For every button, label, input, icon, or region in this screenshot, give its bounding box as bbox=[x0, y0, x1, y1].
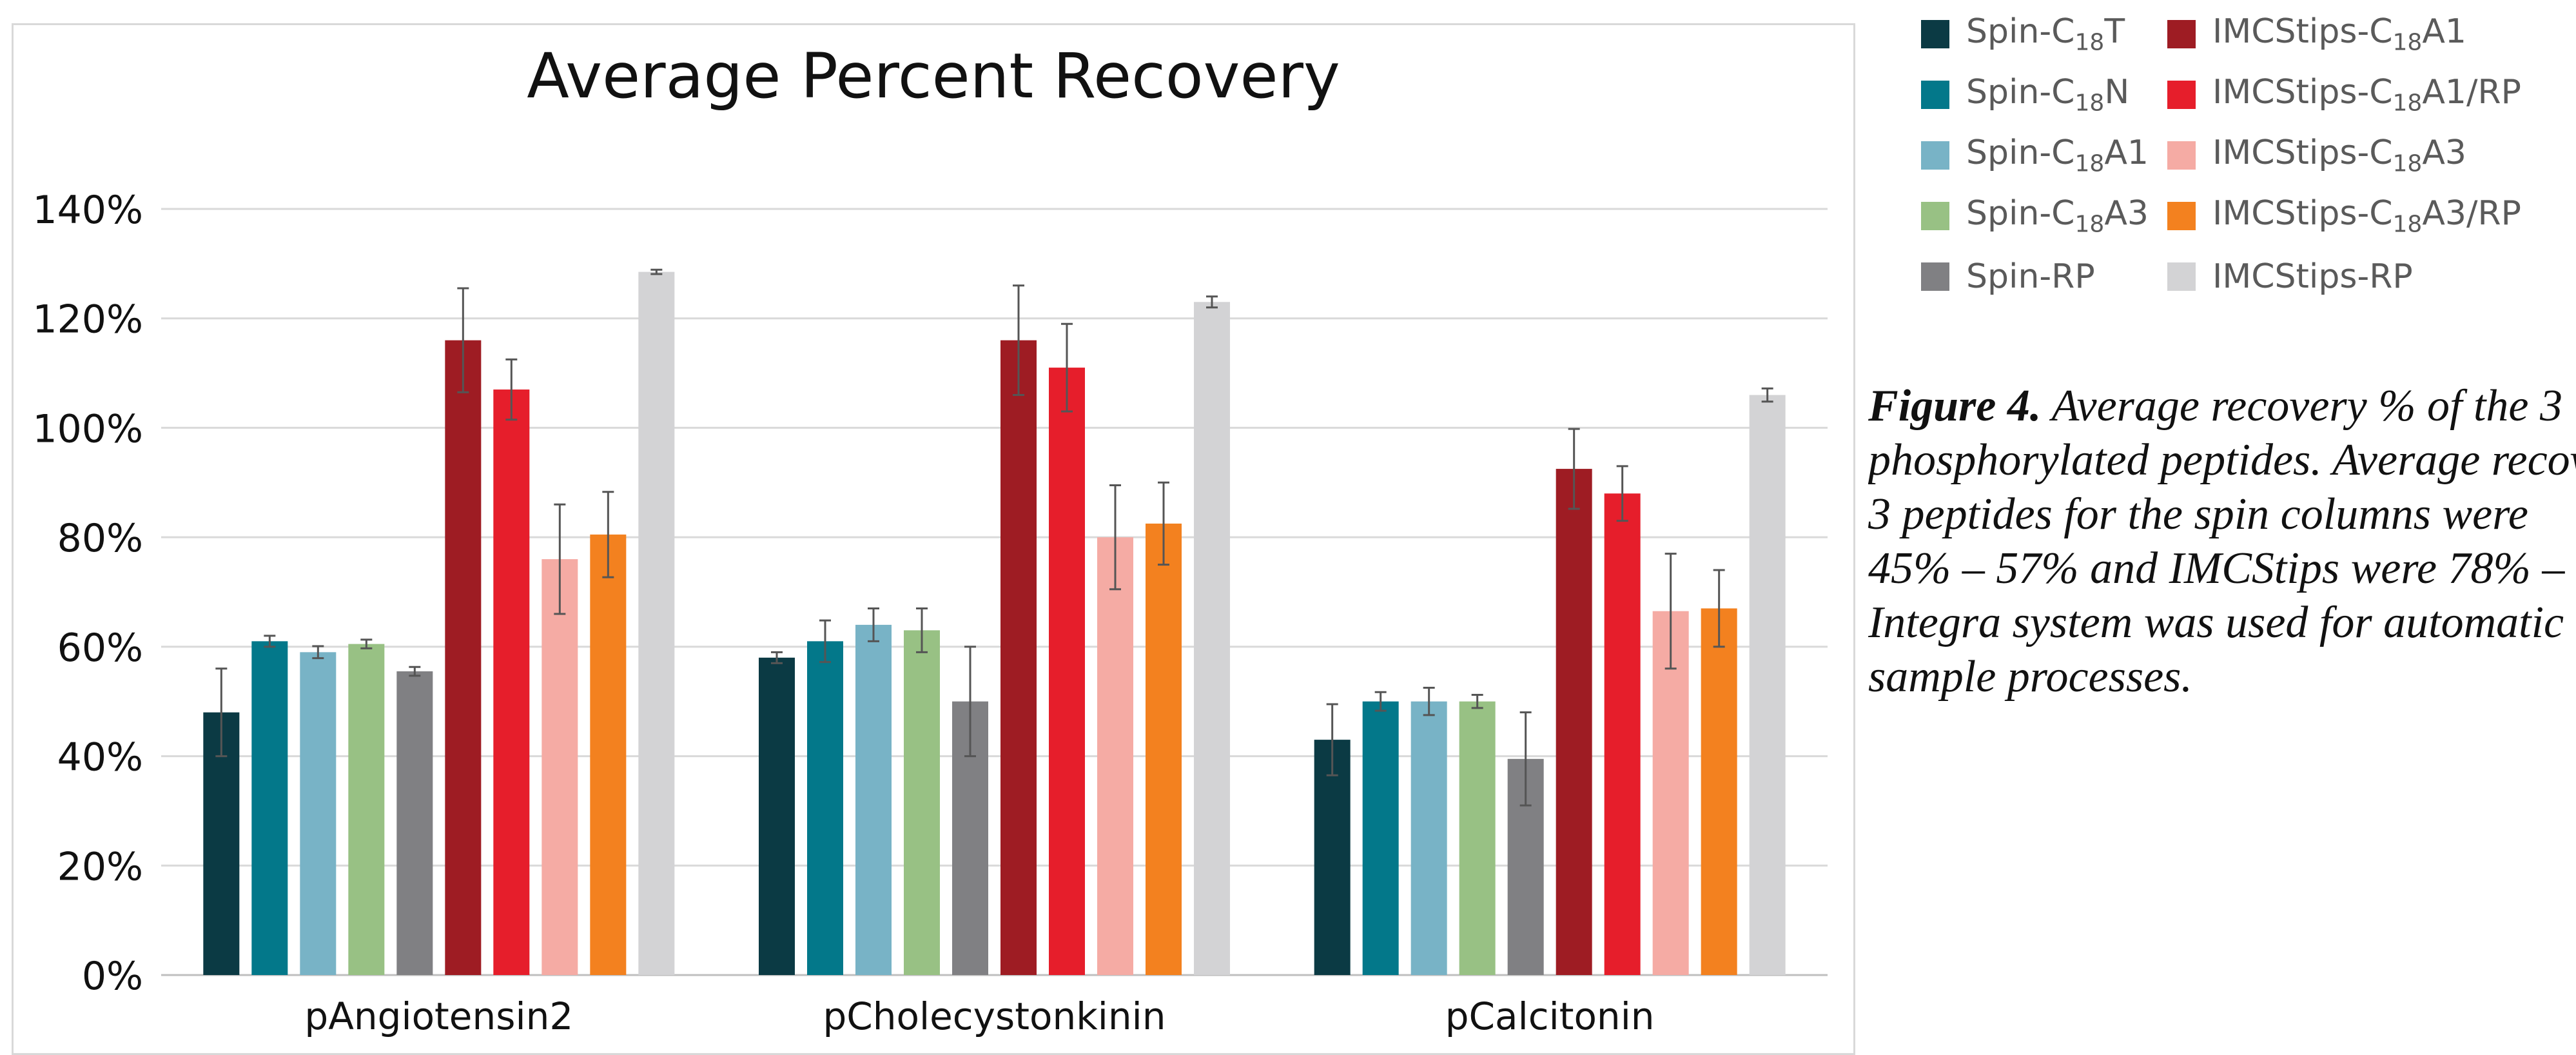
x-tick-label: pCholecystonkinin bbox=[823, 994, 1166, 1038]
caption-line-1: Figure 4. Average recovery % of the 3 bbox=[1868, 379, 2576, 433]
bar bbox=[807, 641, 843, 975]
legend-subscript: 18 bbox=[2074, 211, 2105, 238]
legend-label: IMCStips-C18A3 bbox=[2212, 133, 2466, 177]
figure-caption: Figure 4. Average recovery % of the 3 ph… bbox=[1868, 379, 2576, 704]
y-tick-label: 0% bbox=[82, 954, 143, 999]
legend-item: IMCStips-RP bbox=[2167, 254, 2413, 299]
caption-line-6: sample processes. bbox=[1868, 652, 2192, 702]
legend-label: Spin-C18A3 bbox=[1966, 194, 2149, 238]
legend-subscript: 18 bbox=[2392, 90, 2423, 117]
bar bbox=[493, 389, 530, 975]
legend-label: Spin-C18A1 bbox=[1966, 133, 2149, 177]
bar bbox=[251, 641, 288, 975]
caption-text: Average recovery % of the 3 bbox=[2051, 381, 2562, 431]
bar bbox=[1701, 608, 1737, 975]
legend-item: Spin-C18A1 bbox=[1921, 133, 2149, 178]
legend-label: Spin-RP bbox=[1966, 257, 2095, 296]
legend-subscript: 18 bbox=[2074, 90, 2105, 117]
bar bbox=[542, 559, 578, 975]
bar bbox=[1749, 395, 1786, 975]
legend-label: IMCStips-RP bbox=[2212, 257, 2413, 296]
legend-subscript: 18 bbox=[2392, 150, 2423, 177]
x-tick-label: pAngiotensin2 bbox=[304, 994, 573, 1038]
caption-line-3: 3 peptides for the spin columns were bbox=[1868, 489, 2528, 539]
y-tick-label: 100% bbox=[32, 406, 143, 451]
bar bbox=[1410, 701, 1447, 975]
legend-swatch bbox=[1921, 141, 1949, 170]
bar bbox=[1556, 469, 1592, 975]
y-tick-label: 140% bbox=[32, 188, 143, 233]
legend-subscript: 18 bbox=[2392, 211, 2423, 238]
bar bbox=[1362, 701, 1399, 975]
legend-swatch bbox=[1921, 81, 1949, 109]
y-tick-label: 20% bbox=[57, 844, 143, 889]
legend-subscript: 18 bbox=[2074, 29, 2105, 56]
caption-line-5: Integra system was used for automatic bbox=[1868, 598, 2564, 647]
legend-swatch bbox=[1921, 20, 1949, 48]
chart-plot: 0% 20% 40% 60% 80% 100% 120% 140% pAngiotensin2 p… bbox=[32, 188, 1828, 1038]
legend-swatch bbox=[1921, 202, 1949, 230]
bar bbox=[1146, 523, 1182, 975]
caption-line-4: 45% – 57% and IMCStips were 78% – 96 bbox=[1868, 544, 2576, 593]
bar bbox=[300, 652, 337, 975]
legend-label: Spin-C18N bbox=[1966, 73, 2130, 117]
legend-item: IMCStips-C18A1/RP bbox=[2167, 72, 2521, 117]
y-tick-label: 60% bbox=[57, 626, 143, 671]
legend-label: IMCStips-C18A1 bbox=[2212, 12, 2466, 56]
bar bbox=[855, 624, 892, 975]
legend-label: IMCStips-C18A3/RP bbox=[2212, 194, 2522, 238]
caption-line-2: phosphorylated peptides. Average recover… bbox=[1868, 435, 2576, 485]
legend-label: IMCStips-C18A1/RP bbox=[2212, 73, 2522, 117]
bar bbox=[348, 644, 385, 975]
bar bbox=[445, 340, 482, 975]
bar bbox=[1049, 368, 1085, 975]
legend-swatch bbox=[2167, 202, 2196, 230]
chart-title: Average Percent Recovery bbox=[527, 40, 1340, 112]
bar bbox=[638, 271, 675, 976]
bar bbox=[396, 671, 433, 975]
bar bbox=[1459, 701, 1496, 975]
x-tick-label: pCalcitonin bbox=[1445, 994, 1655, 1038]
legend-item: IMCStips-C18A1 bbox=[2167, 12, 2466, 57]
legend-item: Spin-RP bbox=[1921, 254, 2095, 299]
legend-item: IMCStips-C18A3 bbox=[2167, 133, 2466, 178]
bar bbox=[759, 657, 795, 975]
legend-subscript: 18 bbox=[2392, 29, 2423, 56]
legend-swatch bbox=[2167, 20, 2196, 48]
bar bbox=[1097, 537, 1133, 975]
bar bbox=[1194, 302, 1230, 976]
legend-item: Spin-C18N bbox=[1921, 72, 2129, 117]
y-tick-label: 120% bbox=[32, 297, 143, 342]
bar bbox=[1652, 611, 1689, 975]
bar bbox=[904, 630, 940, 975]
bar bbox=[1000, 340, 1037, 975]
legend-swatch bbox=[2167, 81, 2196, 109]
legend-item: IMCStips-C18A3/RP bbox=[2167, 193, 2521, 239]
chart-legend: Spin-C18T Spin-C18N Spin-C18A1 Spin-C18A3 Sp… bbox=[1921, 12, 2566, 308]
bar bbox=[590, 534, 627, 975]
bar bbox=[1314, 740, 1351, 975]
y-tick-label: 80% bbox=[57, 516, 143, 561]
legend-swatch bbox=[1921, 262, 1949, 291]
caption-label: Figure 4. bbox=[1868, 381, 2042, 431]
legend-swatch bbox=[2167, 141, 2196, 170]
legend-swatch bbox=[2167, 262, 2196, 291]
legend-item: Spin-C18A3 bbox=[1921, 193, 2149, 239]
legend-item: Spin-C18T bbox=[1921, 12, 2125, 57]
bar bbox=[1604, 493, 1641, 975]
legend-subscript: 18 bbox=[2074, 150, 2105, 177]
legend-label: Spin-C18T bbox=[1966, 12, 2125, 56]
y-tick-label: 40% bbox=[57, 735, 143, 780]
